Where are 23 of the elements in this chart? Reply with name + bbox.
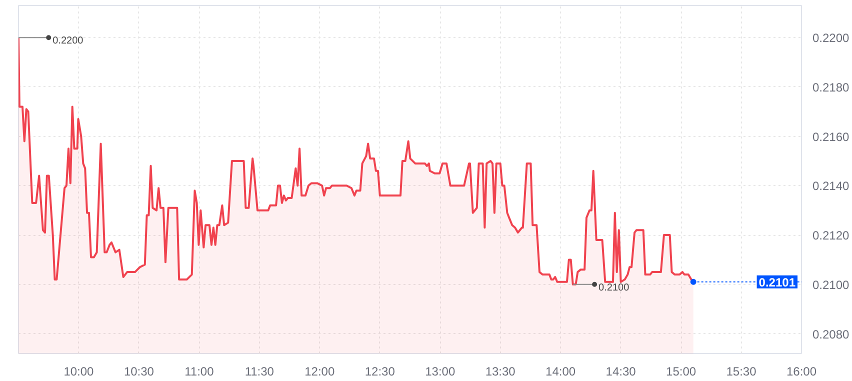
x-tick-label: 11:30 [244,364,274,378]
y-tick-label: 0.2120 [812,228,850,243]
ref-line-label: 0.2101 [758,275,796,290]
x-tick-label: 16:00 [786,364,817,378]
annotation: 0.2100 [598,282,630,294]
annotation: 0.2200 [52,36,84,47]
x-tick-label: 14:00 [546,364,576,378]
x-tick-label: 10:30 [124,364,154,378]
y-tick-label: 0.2160 [812,130,850,144]
x-tick-label: 12:30 [364,364,396,378]
x-tick-label: 11:00 [184,364,214,378]
x-tick-label: 13:30 [485,364,516,378]
y-tick-label: 0.2080 [812,327,850,342]
x-tick-label: 14:30 [606,364,636,378]
y-tick-label: 0.2180 [812,80,850,94]
x-tick-label: 13:00 [425,364,456,378]
x-tick-label: 15:30 [726,364,757,378]
x-tick-label: 12:00 [304,364,335,378]
x-tick-label: 10:00 [64,364,94,378]
y-tick-label: 0.2140 [812,179,850,194]
y-tick-label: 0.2100 [812,278,850,292]
x-tick-label: 15:00 [666,364,696,378]
y-tick-label: 0.2200 [812,31,850,46]
